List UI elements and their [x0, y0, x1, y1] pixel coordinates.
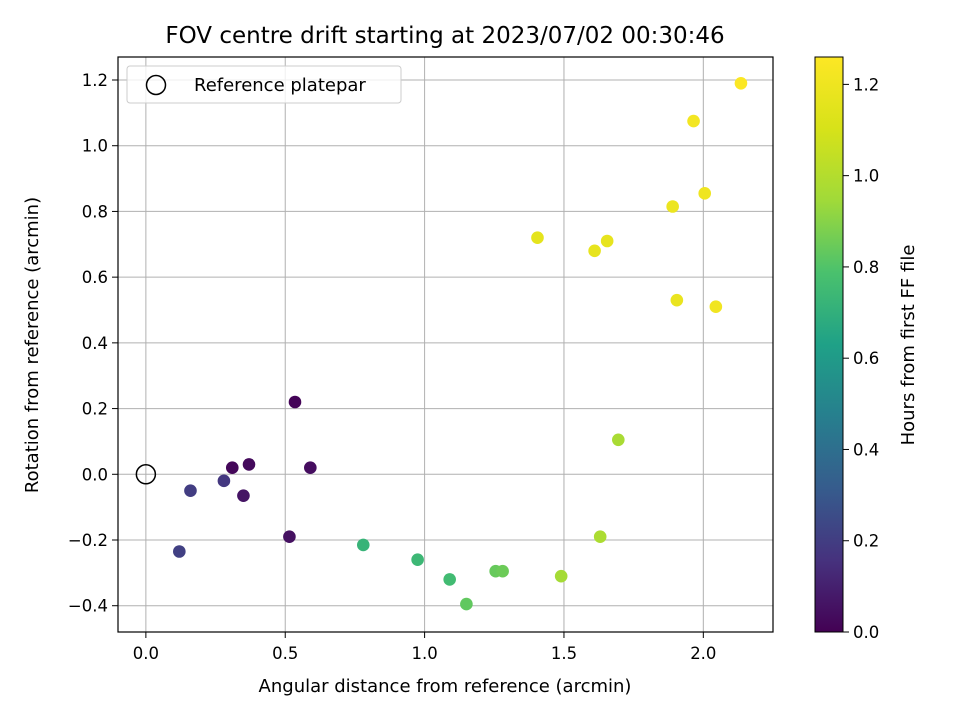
scatter-point — [734, 76, 748, 90]
scatter-point — [531, 231, 544, 245]
reference-platepar-marker — [135, 464, 157, 485]
x-axis-label: Angular distance from reference (arcmin) — [259, 676, 632, 697]
scatter-point — [237, 489, 250, 502]
scatter-point — [443, 573, 456, 586]
colorbar-tick-label: 0.0 — [853, 623, 879, 642]
y-tick-label: −0.2 — [68, 531, 108, 550]
colorbar-tick-label: 0.8 — [853, 258, 879, 277]
data-points — [173, 76, 748, 611]
scatter-point — [460, 597, 473, 611]
y-tick-label: 1.0 — [82, 137, 108, 156]
y-tick-label: 0.8 — [82, 202, 108, 221]
colorbar-tick-label: 0.6 — [853, 349, 879, 368]
x-axis-ticks: 0.0 0.5 1.0 1.5 2.0 — [133, 632, 716, 663]
colorbar: 0.0 0.2 0.4 0.6 0.8 1.0 1.2 Hours from first F… — [814, 56, 919, 642]
scatter-point — [304, 461, 317, 475]
scatter-point — [588, 244, 601, 258]
y-tick-label: 0.6 — [82, 268, 108, 287]
colorbar-tick-label: 0.4 — [853, 440, 879, 459]
chart-title: FOV centre drift starting at 2023/07/02 … — [165, 23, 724, 49]
legend-frame — [126, 65, 402, 104]
legend: Reference platepar — [126, 65, 402, 104]
x-tick-label: 1.0 — [411, 644, 437, 663]
scatter-point — [225, 461, 239, 475]
y-axis-ticks: −0.4 −0.2 0.0 0.2 0.4 0.6 0.8 1.0 1.2 — [68, 71, 118, 616]
scatter-point — [687, 114, 700, 128]
scatter-point — [184, 484, 197, 498]
scatter-point — [356, 538, 370, 552]
colorbar-gradient — [814, 56, 844, 633]
x-tick-label: 0.5 — [272, 644, 298, 663]
x-tick-label: 1.5 — [551, 644, 577, 663]
plot-area-frame — [117, 56, 774, 633]
scatter-point — [242, 458, 256, 471]
scatter-point — [709, 300, 723, 314]
scatter-point — [217, 474, 231, 488]
colorbar-tick-label: 1.0 — [853, 167, 879, 186]
scatter-point — [593, 530, 607, 544]
colorbar-tick-label: 1.2 — [853, 75, 879, 94]
y-tick-label: 0.2 — [82, 400, 108, 419]
legend-entry: Reference platepar — [194, 75, 366, 96]
grid-lines — [118, 57, 773, 632]
scatter-point — [173, 545, 186, 558]
scatter-point — [411, 553, 424, 567]
scatter-point — [288, 395, 302, 409]
y-axis-label: Rotation from reference (arcmin) — [22, 197, 43, 493]
scatter-point — [554, 569, 568, 583]
scatter-point — [496, 564, 509, 578]
x-tick-label: 2.0 — [690, 644, 716, 663]
scatter-point — [698, 187, 712, 200]
colorbar-label: Hours from first FF file — [898, 245, 919, 446]
y-tick-label: 0.0 — [82, 465, 108, 484]
scatter-point — [612, 433, 625, 447]
scatter-point — [670, 293, 684, 307]
x-tick-label: 0.0 — [133, 644, 159, 663]
y-tick-label: 1.2 — [82, 71, 108, 90]
y-tick-label: 0.4 — [82, 334, 108, 353]
colorbar-ticks: 0.0 0.2 0.4 0.6 0.8 1.0 1.2 — [843, 75, 879, 642]
legend-marker-open-circle — [145, 74, 167, 96]
colorbar-tick-label: 0.2 — [853, 532, 879, 551]
scatter-point — [600, 234, 614, 248]
scatter-point — [283, 530, 296, 544]
scatter-point — [666, 200, 679, 213]
y-tick-label: −0.4 — [68, 597, 108, 616]
